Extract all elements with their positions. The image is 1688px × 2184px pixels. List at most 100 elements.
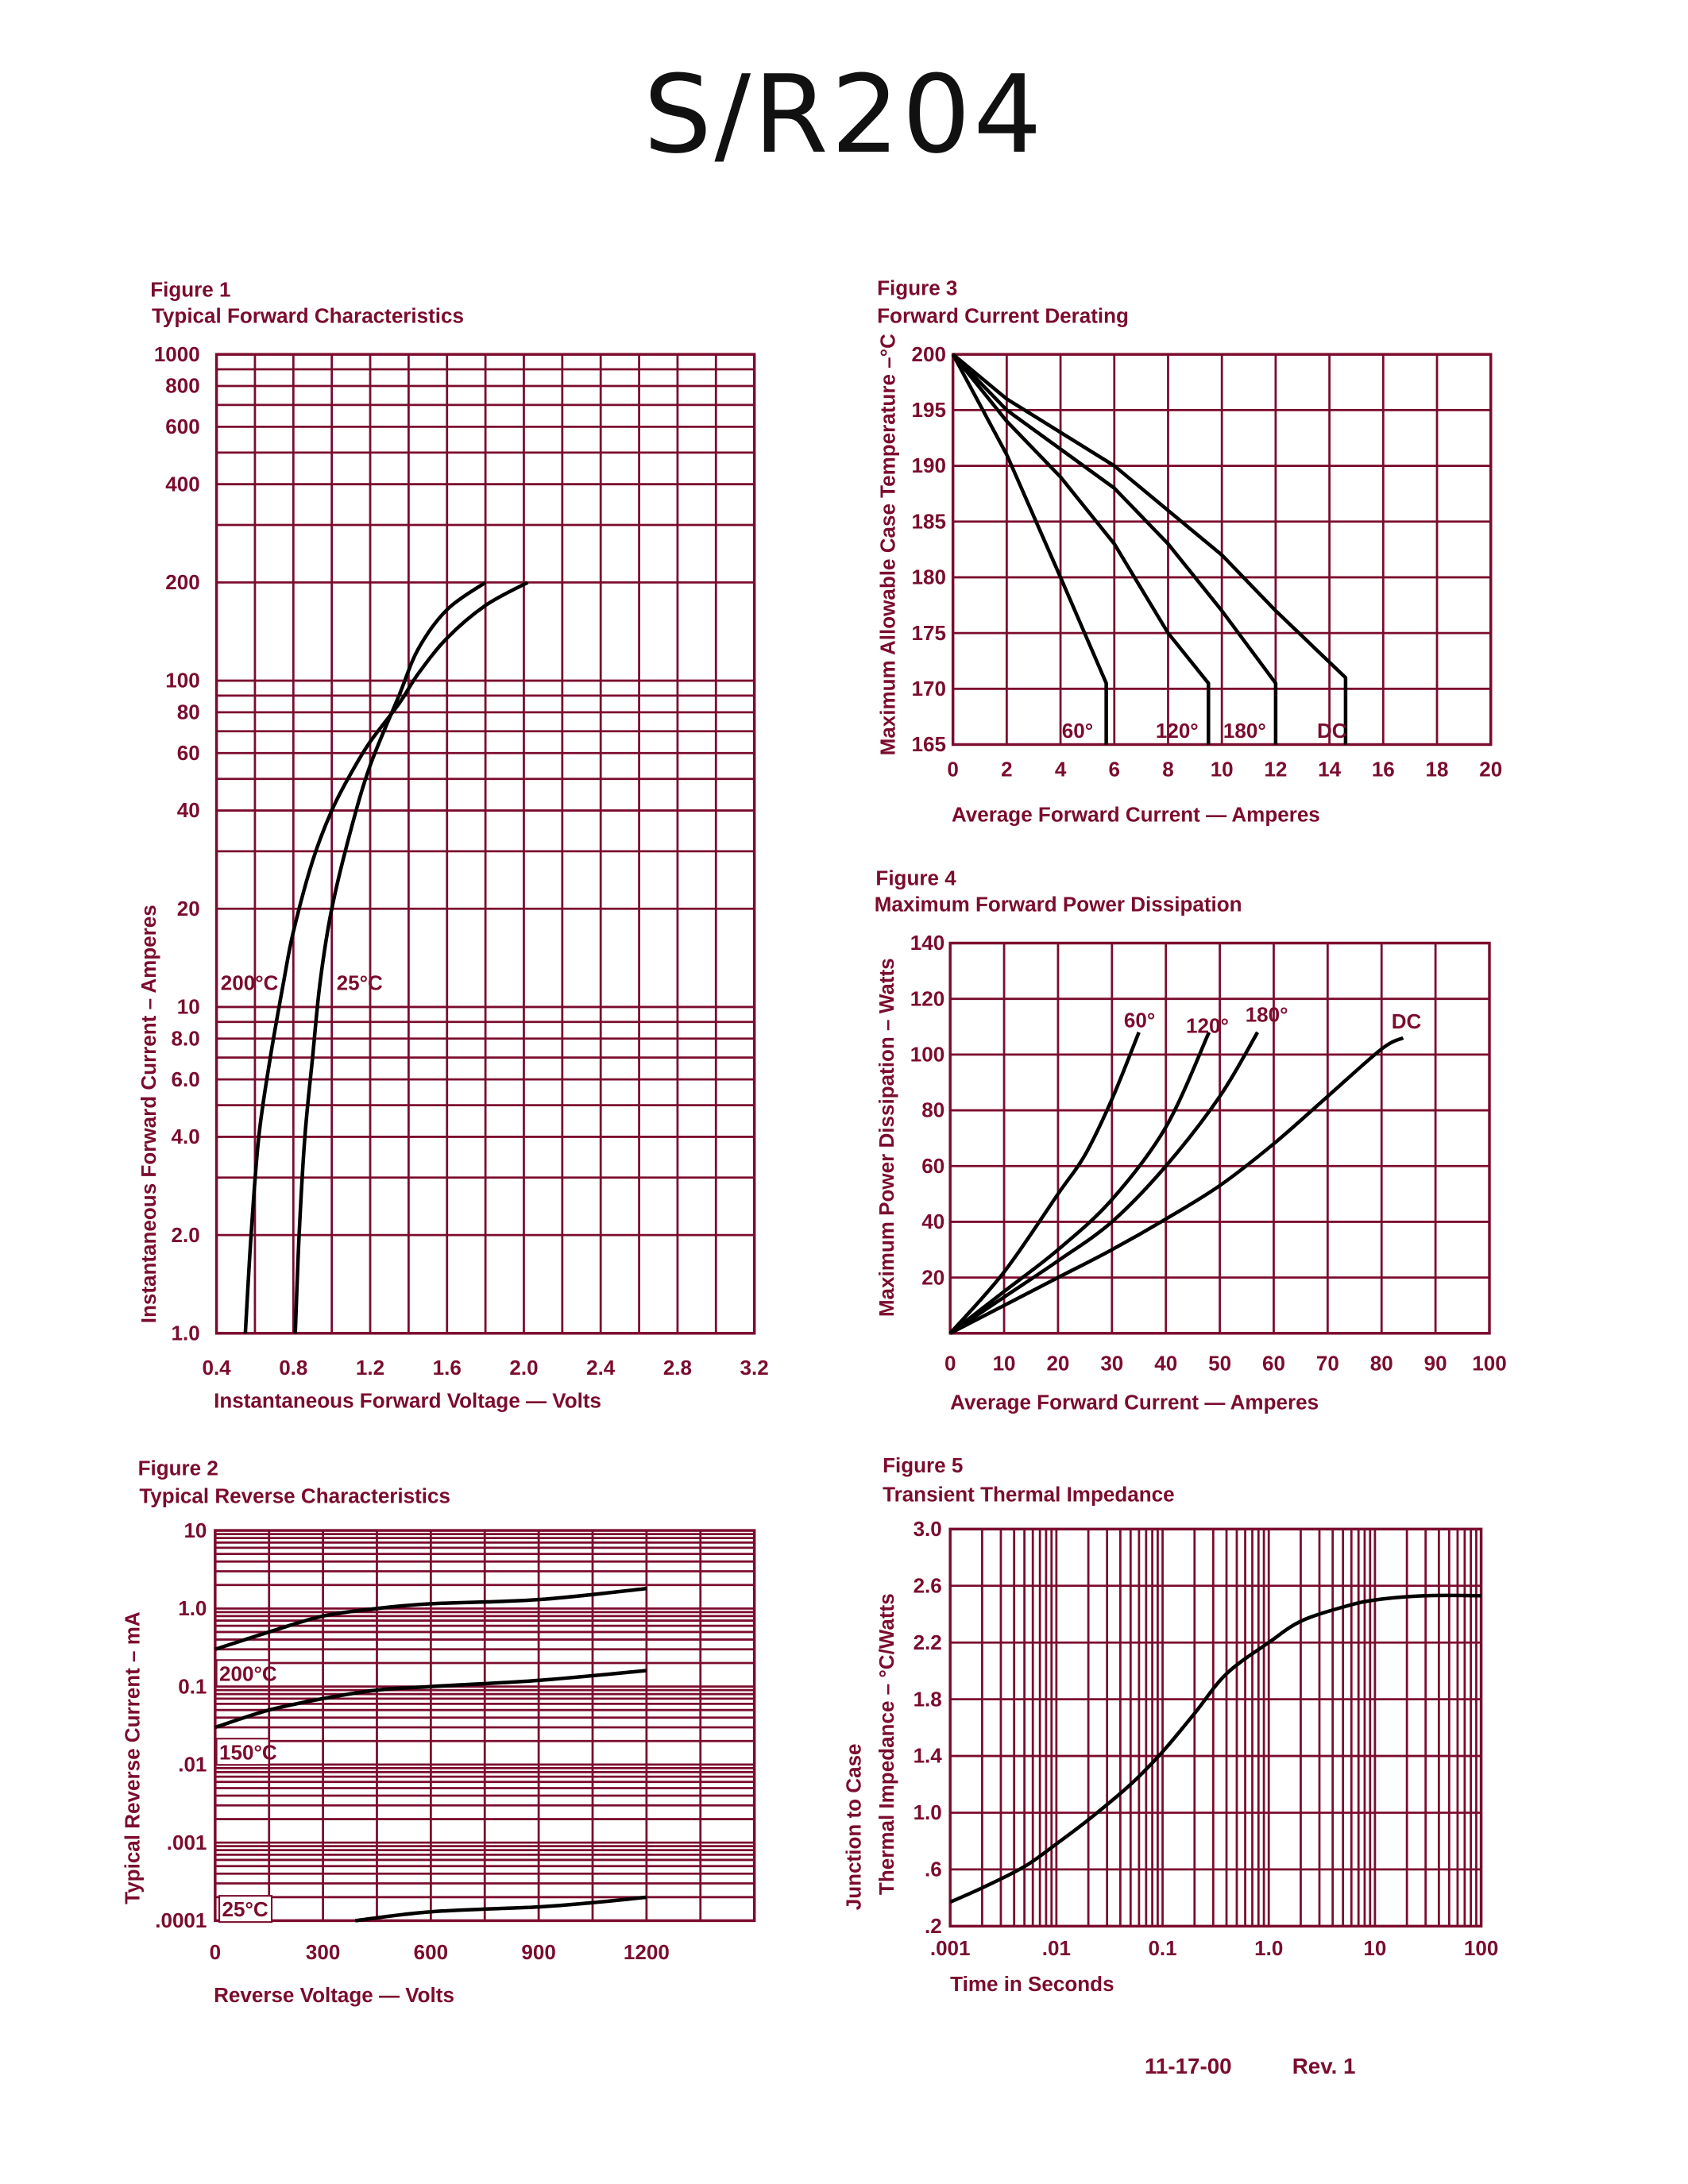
x-tick-label: 2.0 [509, 1356, 538, 1379]
y-tick-label: 40 [921, 1210, 944, 1233]
series-curve-180 [948, 1031, 1260, 1335]
x-tick-label: 40 [1154, 1352, 1177, 1376]
x-tick-label: 20 [1046, 1352, 1069, 1376]
x-tick-label: 2 [1001, 757, 1012, 781]
y-axis-title: Maximum Power Dissipation – Watts [875, 958, 898, 1317]
y-tick-label: 100 [910, 1043, 944, 1067]
series-label: 200°C [219, 1661, 277, 1685]
series-curve-DC [949, 1036, 1404, 1335]
y-tick-label: .0001 [155, 1908, 207, 1932]
y-axis-title: Instantaneous Forward Current – Amperes [137, 905, 160, 1323]
y-tick-label: 140 [910, 931, 944, 955]
x-tick-label: 18 [1426, 757, 1449, 781]
page-title: S/R204 [643, 52, 1045, 177]
revision-date: 11-17-00 [1145, 2054, 1232, 2078]
y-axis-title: Typical Reverse Current – mA [120, 1611, 144, 1904]
x-tick-label: 1.2 [356, 1356, 384, 1379]
x-tick-label: 14 [1318, 757, 1341, 781]
x-tick-label: 0 [210, 1940, 221, 1964]
x-tick-label: 50 [1208, 1352, 1231, 1376]
x-tick-label: 2.4 [586, 1356, 616, 1379]
x-tick-label: 0.1 [1148, 1936, 1176, 1960]
x-axis-title: Average Forward Current — Amperes [950, 1390, 1319, 1414]
plot-area: 0 10 20 30 40 50 60 70 80 90 100 20 40 60 80 100 120 140 6… [910, 931, 1507, 1376]
y-tick-label: 20 [177, 897, 200, 920]
x-tick-label: 10 [1363, 1936, 1386, 1960]
series-label: DC [1392, 1009, 1422, 1033]
revision-number: Rev. 1 [1292, 2054, 1356, 2078]
series-label: 150°C [219, 1740, 277, 1764]
y-tick-label: .6 [925, 1858, 942, 1881]
series-curve-60 [951, 353, 1108, 745]
x-tick-label: 3.2 [740, 1356, 769, 1379]
series-label-box [218, 1895, 273, 1924]
y-tick-label: 1.0 [172, 1321, 200, 1345]
series-curve-200C [243, 581, 529, 1333]
y-tick-label: 400 [165, 472, 199, 496]
y-tick-label: 200 [165, 570, 199, 594]
series-label: 120° [1186, 1013, 1229, 1037]
y-tick-label: 1.0 [178, 1596, 207, 1620]
figure-title: Forward Current Derating [877, 303, 1129, 327]
series-curve-200C [214, 1587, 647, 1651]
x-tick-label: 600 [414, 1940, 448, 1964]
x-tick-label: 20 [1479, 757, 1502, 781]
x-tick-label: 1.0 [1254, 1936, 1283, 1960]
y-tick-label: 200 [912, 342, 946, 366]
y-tick-label: 120 [910, 986, 944, 1010]
x-tick-label: 70 [1316, 1352, 1339, 1376]
series-curve-150C [214, 1669, 647, 1730]
x-tick-label: 90 [1424, 1352, 1447, 1376]
y-tick-label: 40 [177, 798, 200, 822]
series-label: 25°C [222, 1897, 268, 1921]
x-tick-label: 300 [306, 1940, 340, 1964]
series-curve-DC [952, 353, 1348, 745]
figure-2: Figure 2 Typical Reverse Characteristics… [120, 1457, 756, 2007]
series-label: 180° [1246, 1002, 1288, 1026]
y-tick-label: .01 [178, 1753, 207, 1777]
figure-title: Maximum Forward Power Dissipation [875, 893, 1242, 916]
x-tick-label: 1.6 [433, 1356, 462, 1379]
y-tick-label: 60 [177, 741, 200, 765]
series-label: DC [1317, 719, 1347, 743]
figure-number: Figure 5 [883, 1453, 963, 1477]
x-tick-label: 80 [1370, 1352, 1393, 1376]
y-tick-label: 2.2 [914, 1630, 942, 1654]
figure-number: Figure 4 [875, 866, 956, 890]
y-axis-title: Maximum Allowable Case Temperature –°C [876, 334, 900, 755]
y-tick-label: 600 [165, 415, 199, 438]
series-curve-180 [952, 353, 1278, 745]
y-axis-title-line-2: Thermal Impedance – °C/Watts [875, 1593, 898, 1895]
x-tick-label: 10 [1211, 757, 1234, 781]
y-tick-label: 1.0 [914, 1800, 942, 1824]
y-tick-label: 20 [921, 1265, 944, 1289]
y-tick-label: 195 [912, 398, 946, 422]
series-label: 25°C [337, 971, 383, 995]
y-tick-label: 165 [912, 732, 946, 756]
x-tick-label: .01 [1042, 1936, 1071, 1960]
figure-number: Figure 3 [877, 276, 957, 300]
x-tick-label: 30 [1100, 1352, 1123, 1376]
y-tick-label: 1.4 [914, 1744, 943, 1768]
figure-title: Typical Forward Characteristics [152, 303, 464, 327]
x-axis-title: Instantaneous Forward Voltage — Volts [214, 1389, 601, 1413]
x-tick-label: 0.8 [279, 1356, 307, 1379]
x-axis-title: Average Forward Current — Amperes [952, 803, 1320, 827]
y-tick-label: 8.0 [172, 1026, 200, 1050]
y-tick-label: 80 [921, 1098, 944, 1122]
x-tick-label: 6 [1109, 757, 1120, 781]
y-tick-label: 3.0 [914, 1517, 942, 1541]
x-tick-label: 12 [1264, 757, 1287, 781]
series-label: 200°C [221, 971, 279, 995]
series-curve-120 [948, 1031, 1211, 1335]
figure-number: Figure 2 [138, 1457, 218, 1480]
y-tick-label: 100 [165, 669, 199, 693]
x-tick-label: 16 [1372, 757, 1395, 781]
y-tick-label: 60 [921, 1154, 944, 1178]
y-tick-label: 4.0 [172, 1125, 200, 1148]
figure-5: Figure 5 Transient Thermal Impedance Tim… [841, 1453, 1498, 1996]
y-tick-label: 0.1 [178, 1674, 207, 1698]
y-tick-label: 800 [165, 374, 199, 398]
y-tick-label: 1000 [154, 342, 200, 366]
